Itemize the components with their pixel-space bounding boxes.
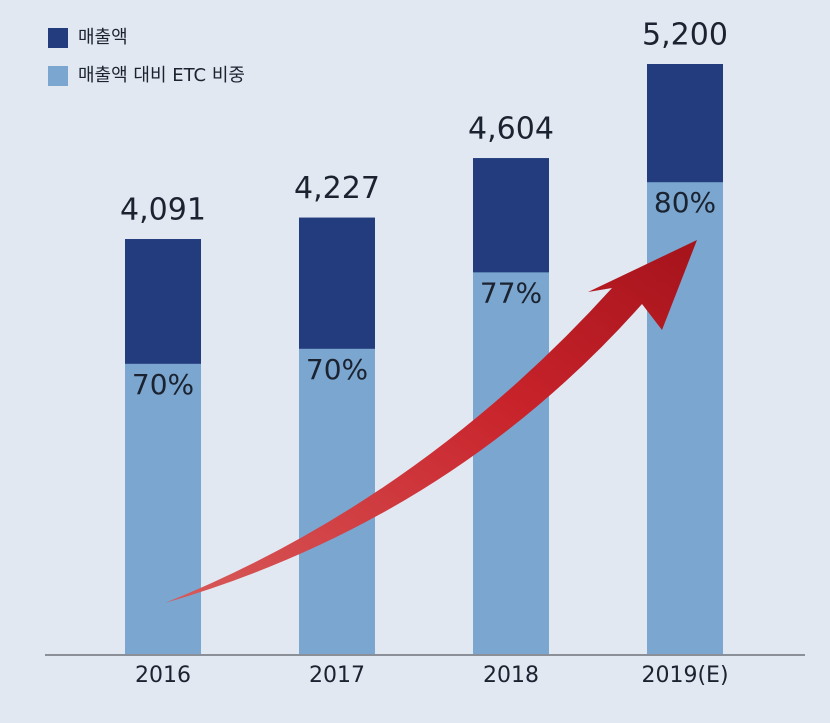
value-label: 5,200	[642, 18, 728, 53]
x-tick-label: 2018	[483, 663, 539, 688]
share-label: 70%	[132, 368, 194, 401]
x-tick-label: 2017	[309, 663, 365, 688]
x-tick-label: 2019(E)	[641, 663, 728, 688]
labels: 4,091 70% 2016 4,227 70% 2017 4,604 77% 2018 5,20…	[120, 18, 728, 689]
value-label: 4,227	[294, 171, 380, 206]
legend-label: 매출액	[78, 27, 128, 48]
legend-swatch	[48, 28, 68, 48]
share-label: 70%	[306, 353, 368, 386]
etc-share-bar	[473, 272, 549, 655]
share-label: 80%	[654, 186, 716, 219]
trend-arrow	[165, 240, 697, 603]
etc-share-bar	[125, 363, 201, 655]
value-label: 4,091	[120, 193, 206, 228]
x-tick-label: 2016	[135, 663, 191, 688]
legend-swatch	[48, 66, 68, 86]
legend-label: 매출액 대비 ETC 비중	[78, 65, 245, 86]
value-label: 4,604	[468, 112, 554, 147]
share-label: 77%	[480, 276, 542, 309]
